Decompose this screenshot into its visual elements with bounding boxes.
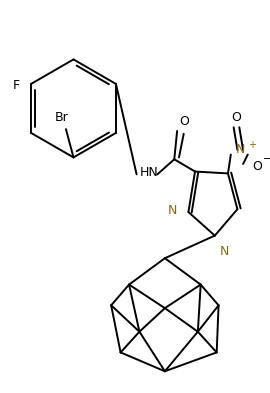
Text: N: N	[235, 143, 245, 156]
Text: F: F	[13, 79, 20, 92]
Text: −: −	[263, 154, 270, 164]
Text: O: O	[180, 115, 190, 128]
Text: N: N	[220, 245, 229, 258]
Text: HN: HN	[139, 166, 158, 179]
Text: +: +	[248, 140, 256, 150]
Text: Br: Br	[54, 111, 68, 124]
Text: O: O	[232, 111, 241, 124]
Text: O: O	[252, 160, 262, 173]
Text: N: N	[168, 204, 177, 217]
